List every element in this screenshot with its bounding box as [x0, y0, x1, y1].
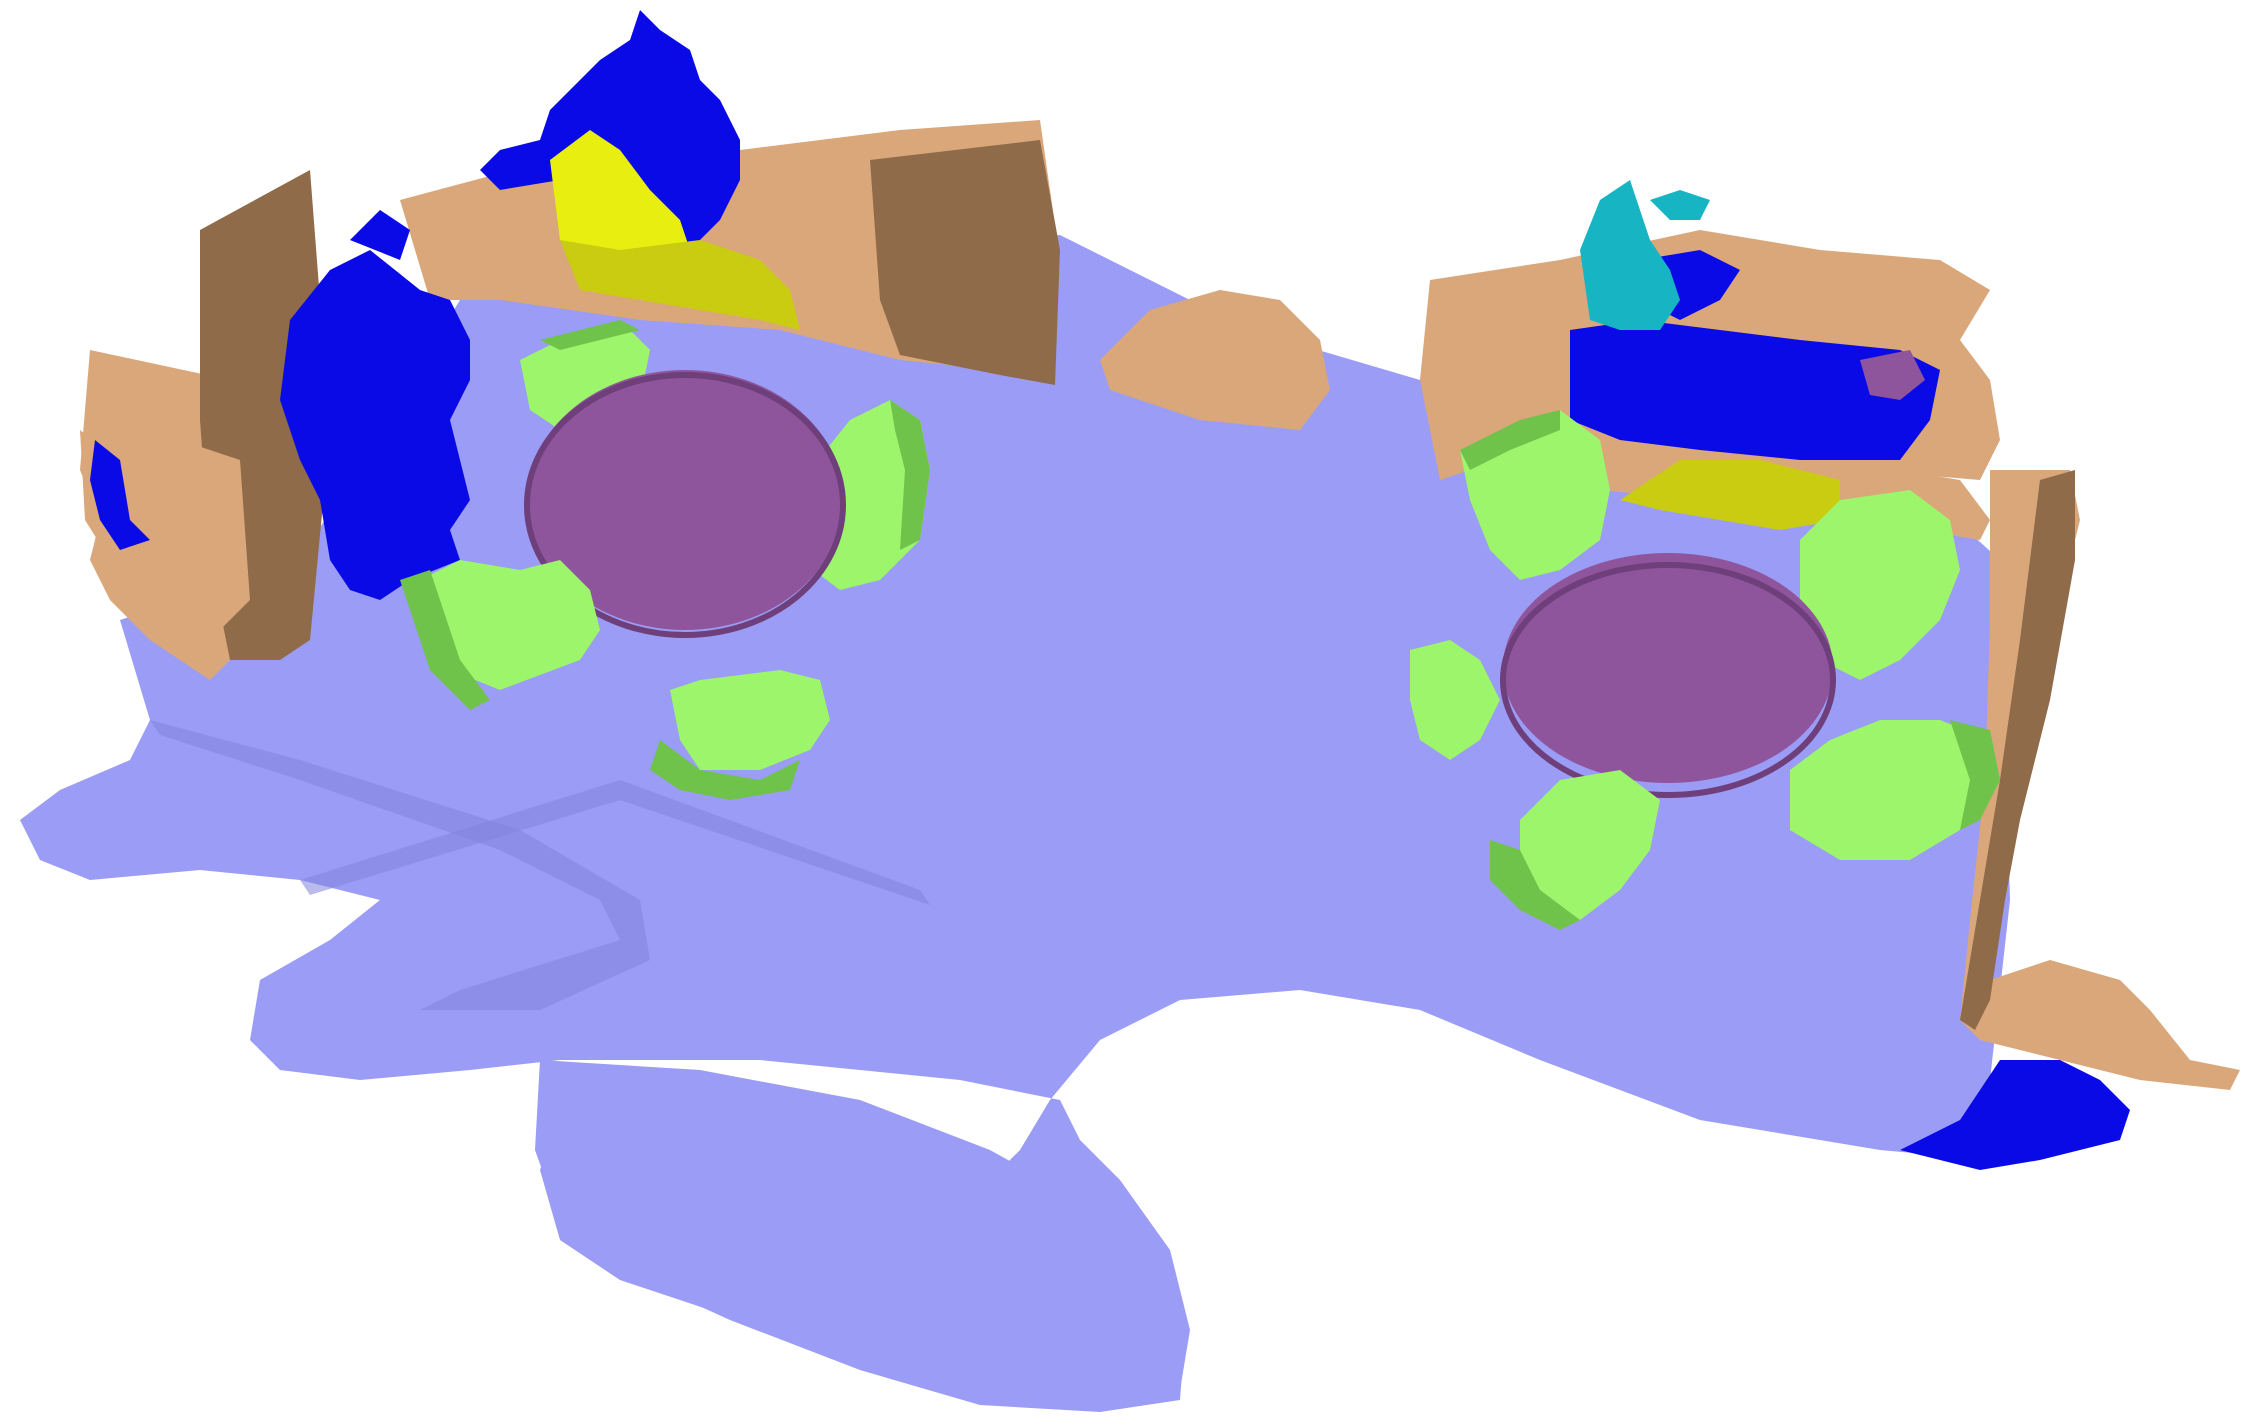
chair — [420, 560, 600, 690]
right-wall — [1960, 470, 2240, 1090]
yellow-object-right — [1620, 460, 1840, 530]
clutter-blue-left-plant — [90, 210, 470, 600]
chair-back — [890, 400, 930, 550]
chair — [1520, 770, 1660, 920]
table-top — [527, 370, 843, 630]
yellow-object-left — [550, 130, 800, 330]
chair-back — [400, 570, 490, 710]
purple-object-right-wall — [1860, 350, 1925, 400]
chair-back — [1490, 840, 1580, 930]
clutter-blue-bottom-right — [1900, 1060, 2130, 1170]
cyan-object — [1580, 180, 1710, 330]
table-rim — [524, 372, 846, 638]
chair-fragment — [650, 740, 800, 800]
chair-back — [1950, 720, 2000, 830]
chair-back — [540, 320, 640, 350]
right-table-group — [1410, 410, 2000, 930]
left-wall — [80, 170, 330, 680]
table-rim — [1500, 562, 1836, 798]
table-top — [1503, 553, 1833, 783]
chair-back — [1460, 410, 1560, 470]
chair — [1790, 720, 1990, 860]
left-table-group — [400, 320, 930, 800]
chair — [670, 670, 830, 770]
chair — [1410, 640, 1500, 760]
chair — [1800, 490, 1960, 680]
clutter-blue-back-left — [480, 10, 740, 250]
